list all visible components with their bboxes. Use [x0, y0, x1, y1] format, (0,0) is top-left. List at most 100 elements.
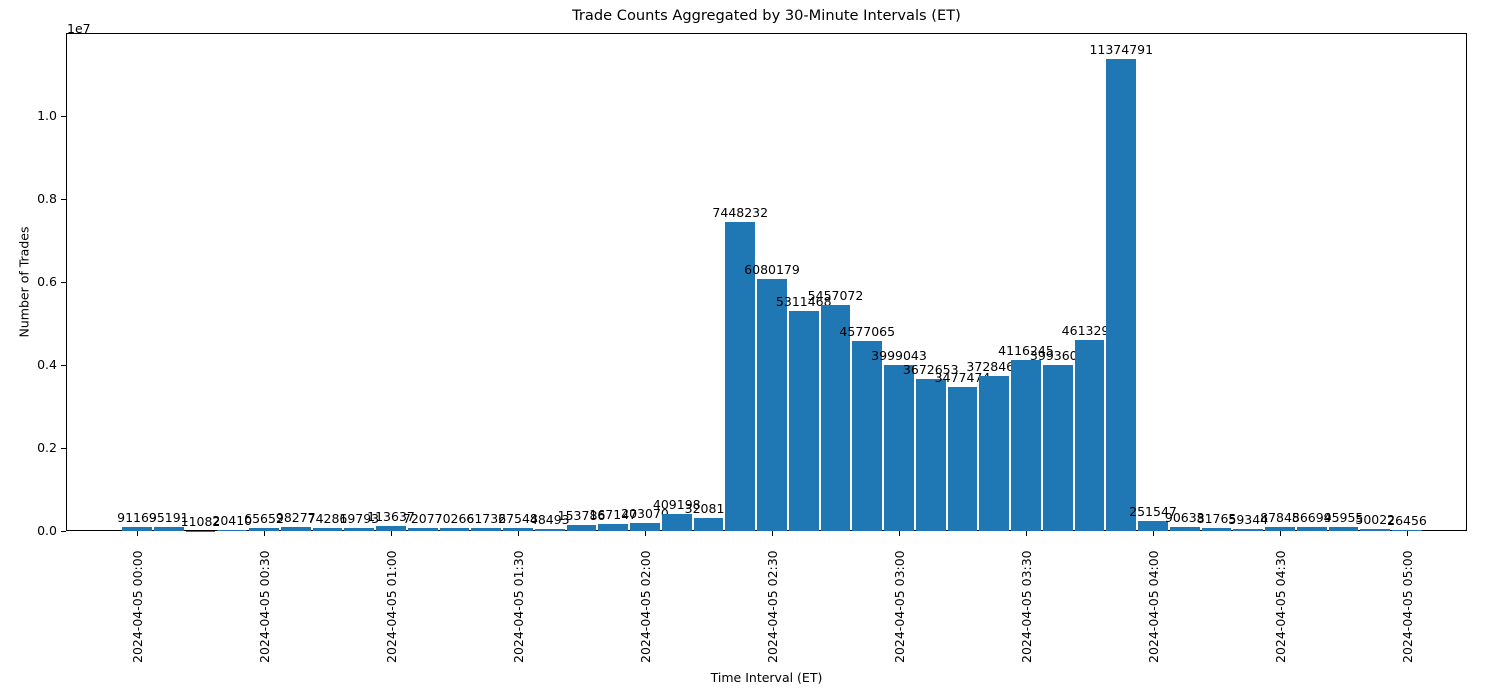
bar: [1328, 527, 1359, 531]
bar: [1233, 528, 1263, 531]
bar-value-label: 48493: [529, 511, 570, 527]
bar: [217, 530, 247, 531]
bar-value-label: 167147: [589, 507, 638, 523]
bar: [471, 528, 501, 531]
bar-value-label: 98277: [275, 509, 316, 525]
bar: [376, 526, 406, 531]
y-tick-label: 1.0: [37, 108, 57, 123]
x-tick-label: 2024-04-05 02:00: [638, 550, 653, 663]
bar-value-label: 69793: [339, 511, 380, 527]
bar-value-label: 95955: [1323, 510, 1364, 526]
x-tick-label: 2024-04-05 00:30: [257, 550, 272, 663]
bar: [820, 304, 851, 531]
bar-value-label: 11374791: [1089, 41, 1154, 57]
bar-value-label: 72077: [402, 511, 443, 526]
x-tick-mark: [1407, 531, 1408, 536]
x-tick-label: 2024-04-05 03:30: [1019, 550, 1034, 663]
bar-value-label: 26456: [1387, 512, 1427, 528]
bar: [534, 528, 565, 531]
y-tick-label: 0.2: [37, 440, 57, 455]
x-tick-mark: [1153, 531, 1154, 536]
bar-value-label: 6080179: [744, 261, 800, 277]
bar-value-label: 61732: [466, 511, 507, 527]
x-tick-mark: [264, 531, 265, 536]
bar-value-label: 65652: [244, 511, 284, 527]
bar-value-label: 4613296: [1061, 322, 1118, 338]
bar: [947, 386, 978, 531]
y-tick-label: 0.6: [37, 274, 57, 289]
bar-value-label: 3993604: [1029, 348, 1086, 364]
bar: [280, 526, 311, 531]
bar-value-label: 74281: [307, 510, 348, 526]
x-tick-label: 2024-04-05 03:00: [892, 550, 907, 663]
bar-value-label: 3477474: [934, 369, 991, 385]
x-tick-mark: [518, 531, 519, 536]
bar: [1138, 520, 1168, 531]
bar-value-label: 59344: [1228, 511, 1269, 527]
bar: [312, 527, 343, 531]
bar-value-label: 251547: [1129, 503, 1177, 519]
bar-value-label: 113637: [367, 509, 415, 525]
x-tick-mark: [645, 531, 646, 536]
bar: [503, 528, 533, 531]
y-tick-mark: [61, 282, 66, 283]
y-tick-label: 0.0: [37, 523, 57, 538]
bar-value-label: 3728461: [966, 359, 1023, 375]
x-tick-label: 2024-04-05 00:00: [130, 550, 145, 663]
bar: [249, 528, 279, 531]
bar: [1074, 339, 1105, 531]
bar: [1296, 527, 1327, 531]
bar-value-label: 11082: [180, 513, 221, 529]
bar-value-label: 90633: [1164, 510, 1205, 526]
y-tick-mark: [61, 199, 66, 200]
bar-value-label: 3999043: [871, 348, 927, 364]
x-tick-mark: [391, 531, 392, 536]
bar: [1106, 58, 1136, 531]
bar-value-label: 7448232: [712, 204, 769, 220]
y-tick-mark: [61, 116, 66, 117]
bar: [630, 522, 660, 531]
x-tick-label: 2024-04-05 02:30: [765, 550, 780, 663]
bar-value-label: 95191: [148, 510, 189, 526]
bar: [788, 310, 819, 531]
x-axis-label: Time Interval (ET): [710, 670, 823, 685]
bar-value-label: 409198: [652, 497, 701, 513]
y-tick-mark: [61, 531, 66, 532]
bar-value-label: 87845: [1260, 510, 1300, 526]
bar: [884, 365, 914, 531]
chart-title: Trade Counts Aggregated by 30-Minute Int…: [572, 7, 961, 24]
bar: [153, 527, 184, 531]
x-tick-mark: [137, 531, 138, 536]
x-tick-label: 2024-04-05 04:30: [1273, 550, 1288, 663]
bar-value-label: 3672653: [902, 361, 959, 377]
bar-value-label: 91169: [117, 510, 157, 526]
x-tick-mark: [1026, 531, 1027, 536]
x-tick-label: 2024-04-05 01:00: [384, 550, 399, 663]
bar: [1042, 365, 1073, 531]
bar: [661, 514, 692, 531]
bar-value-label: 4577065: [839, 324, 896, 340]
bar-value-label: 4116245: [998, 343, 1054, 359]
bar-value-label: 50022: [1355, 511, 1396, 527]
bar: [1265, 527, 1295, 531]
bar-value-label: 153786: [557, 507, 606, 523]
x-tick-mark: [1280, 531, 1281, 536]
bar: [979, 376, 1009, 531]
bar-value-label: 20410: [212, 513, 253, 529]
y-tick-mark: [61, 448, 66, 449]
bar-value-label: 320810: [684, 500, 733, 516]
bar: [439, 528, 470, 531]
bar-value-label: 67548: [498, 511, 538, 527]
bar: [725, 221, 755, 531]
bar-value-label: 70266: [434, 511, 475, 527]
bar-value-label: 5457072: [807, 287, 864, 303]
bar-value-label: 5311468: [775, 293, 832, 309]
bar-value-label: 81765: [1196, 510, 1237, 526]
bar: [1360, 528, 1390, 531]
bar-value-label: 86694: [1291, 510, 1332, 526]
bar: [566, 524, 597, 531]
x-tick-label: 2024-04-05 04:00: [1146, 550, 1161, 663]
bar: [1392, 529, 1422, 531]
y-tick-label: 0.4: [37, 357, 57, 372]
bar: [598, 524, 628, 531]
